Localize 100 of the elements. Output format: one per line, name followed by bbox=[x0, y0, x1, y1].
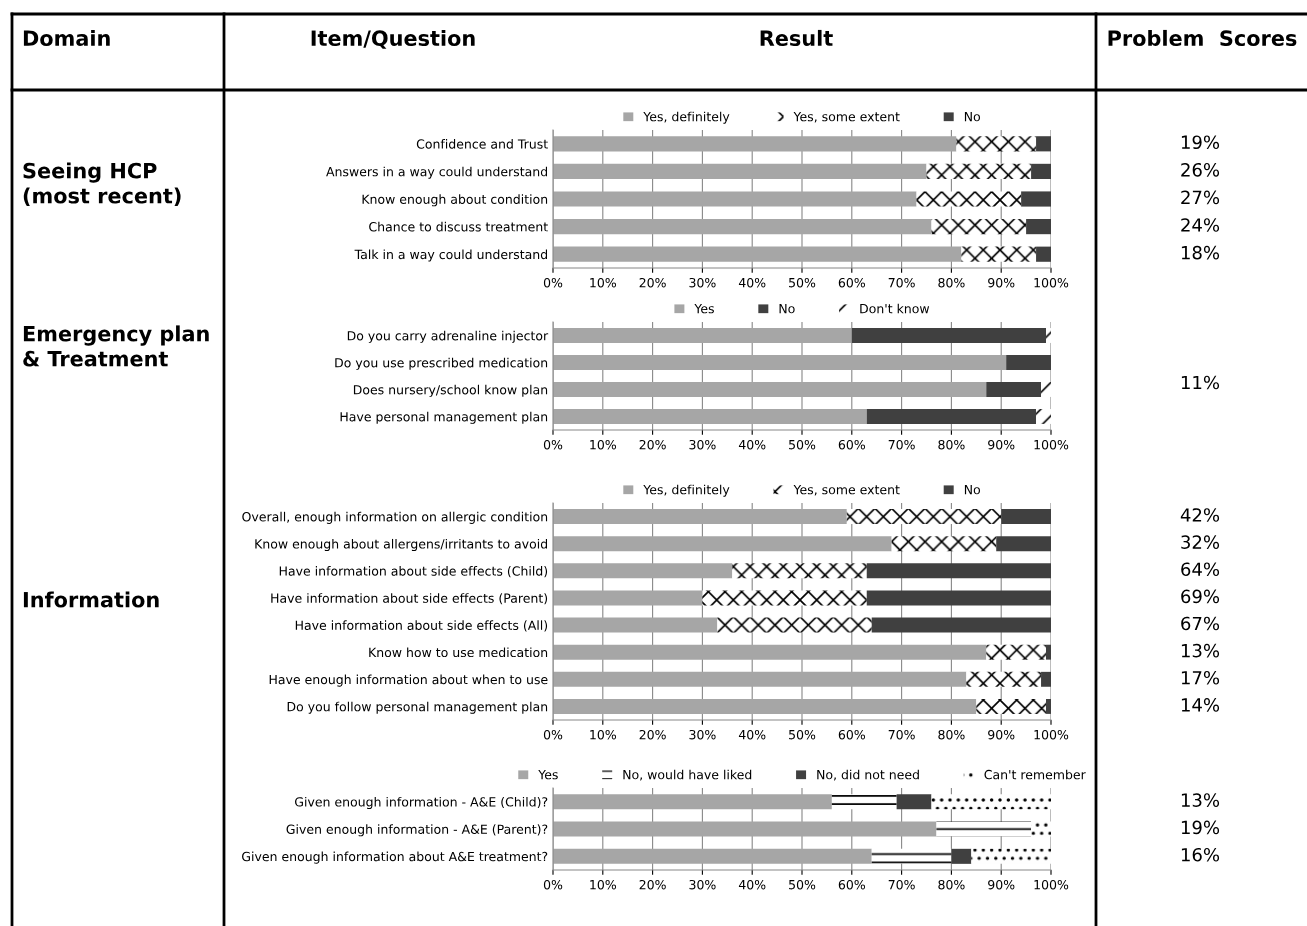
x-tick-label: 40% bbox=[738, 277, 766, 288]
bar bbox=[553, 219, 932, 235]
bar bbox=[553, 355, 1007, 370]
x-tick-label: 50% bbox=[789, 277, 816, 288]
bar bbox=[1041, 671, 1051, 687]
text: 26% bbox=[1181, 162, 1220, 177]
bar bbox=[553, 191, 917, 207]
bar bbox=[1031, 163, 1051, 179]
y-tick-label: Confidence and Trust bbox=[416, 139, 548, 149]
text: 19% bbox=[1181, 820, 1220, 835]
bar bbox=[1046, 644, 1051, 660]
y-tick-label: Know how to use medication bbox=[369, 647, 548, 658]
bar bbox=[1021, 191, 1051, 207]
x-tick-label: 30% bbox=[689, 729, 716, 740]
x-tick-label: 10% bbox=[590, 729, 616, 740]
bar bbox=[956, 136, 1037, 152]
y-axis-title: Emergency plan & Treatment bbox=[23, 325, 209, 367]
x-tick-label: 10% bbox=[590, 277, 616, 288]
x-tick-label: 90% bbox=[988, 439, 1015, 450]
x-tick-label: 80% bbox=[938, 879, 965, 890]
text: 16% bbox=[1181, 847, 1220, 862]
bar bbox=[1036, 246, 1051, 262]
bar bbox=[1036, 409, 1051, 424]
bar bbox=[1006, 355, 1051, 370]
y-tick-label: Have information about side effects (Parent) bbox=[271, 593, 548, 605]
x-tick-label: 90% bbox=[988, 879, 1015, 890]
y-tick-label: Have information about side effects (All) bbox=[295, 620, 548, 632]
text: Problem Scores bbox=[1108, 29, 1297, 47]
text: 69% bbox=[1181, 589, 1220, 604]
bar bbox=[553, 246, 962, 262]
x-tick-label: 50% bbox=[789, 439, 816, 450]
text: Item/Question bbox=[311, 29, 475, 49]
bar bbox=[971, 848, 1051, 864]
text: 32% bbox=[1181, 535, 1220, 549]
text: 19% bbox=[1181, 135, 1220, 150]
x-tick-label: 30% bbox=[689, 277, 716, 288]
x-tick-label: 100% bbox=[1034, 439, 1069, 450]
bar bbox=[553, 328, 852, 343]
bar bbox=[851, 328, 1047, 343]
y-tick-label: Answers in a way could understand bbox=[326, 166, 548, 179]
y-axis-title: Seeing HCP (most recent) bbox=[23, 162, 181, 207]
x-tick-label: 100% bbox=[1034, 277, 1069, 288]
bar bbox=[871, 848, 952, 864]
bar bbox=[961, 246, 1037, 262]
x-tick-label: 20% bbox=[639, 879, 666, 890]
text: 13% bbox=[1181, 643, 1220, 658]
x-tick-label: 0% bbox=[543, 277, 563, 288]
bar bbox=[553, 509, 847, 525]
legend-label: Don't know bbox=[860, 303, 930, 314]
text: 17% bbox=[1181, 670, 1220, 685]
x-tick-label: 90% bbox=[988, 277, 1015, 288]
bar bbox=[553, 848, 872, 864]
text: Domain bbox=[23, 29, 110, 47]
y-tick-label: Have personal management plan bbox=[340, 411, 548, 424]
text: 67% bbox=[1181, 616, 1220, 631]
bar bbox=[1046, 698, 1051, 714]
x-tick-label: 40% bbox=[738, 729, 766, 740]
y-axis-title: Information bbox=[23, 591, 159, 608]
x-tick-label: 40% bbox=[738, 879, 766, 890]
bar bbox=[553, 382, 987, 397]
x-tick-label: 50% bbox=[789, 879, 816, 890]
x-tick-label: 0% bbox=[543, 879, 563, 890]
x-tick-label: 60% bbox=[838, 277, 865, 288]
bar bbox=[553, 590, 703, 606]
y-tick-label: Given enough information - A&E (Parent)? bbox=[286, 824, 548, 837]
legend-label: Yes, some extent bbox=[793, 485, 900, 496]
y-tick-label: Talk in a way could understand bbox=[354, 249, 548, 262]
bar bbox=[986, 382, 1042, 397]
y-tick-label: Chance to discuss treatment bbox=[369, 221, 548, 232]
x-tick-label: 20% bbox=[639, 729, 666, 740]
bar bbox=[866, 563, 1051, 579]
y-tick-label: Know enough about allergens/irritants to avoid bbox=[255, 538, 548, 552]
legend-label: No bbox=[779, 304, 795, 314]
y-tick-label: Have enough information about when to use bbox=[269, 674, 548, 687]
bar bbox=[866, 590, 1051, 606]
bar bbox=[936, 821, 1032, 837]
x-tick-label: 60% bbox=[838, 439, 865, 450]
legend-label: Yes, definitely bbox=[643, 111, 730, 124]
bar bbox=[1001, 509, 1051, 525]
y-tick-label: Have information about side effects (Child) bbox=[279, 566, 548, 578]
bar bbox=[717, 617, 872, 633]
text: 27% bbox=[1181, 190, 1220, 205]
bar bbox=[732, 563, 867, 579]
text: 11% bbox=[1181, 375, 1220, 390]
legend-label: Yes bbox=[538, 770, 558, 780]
legend-label: Yes, definitely bbox=[643, 484, 730, 497]
x-tick-label: 80% bbox=[938, 439, 965, 450]
x-tick-label: 20% bbox=[639, 277, 666, 288]
text: 14% bbox=[1181, 698, 1220, 712]
legend-label: Can't remember bbox=[984, 769, 1086, 780]
legend-label: No, did not need bbox=[817, 769, 919, 781]
y-tick-label: Does nursery/school know plan bbox=[353, 384, 548, 397]
bar bbox=[866, 409, 1037, 424]
x-tick-label: 0% bbox=[543, 439, 563, 450]
bar bbox=[553, 163, 927, 179]
y-tick-label: Do you follow personal management plan bbox=[287, 701, 548, 714]
x-tick-label: 70% bbox=[888, 729, 915, 740]
x-tick-label: 70% bbox=[888, 439, 915, 450]
x-tick-label: 90% bbox=[988, 729, 1015, 740]
bar bbox=[1031, 821, 1051, 837]
